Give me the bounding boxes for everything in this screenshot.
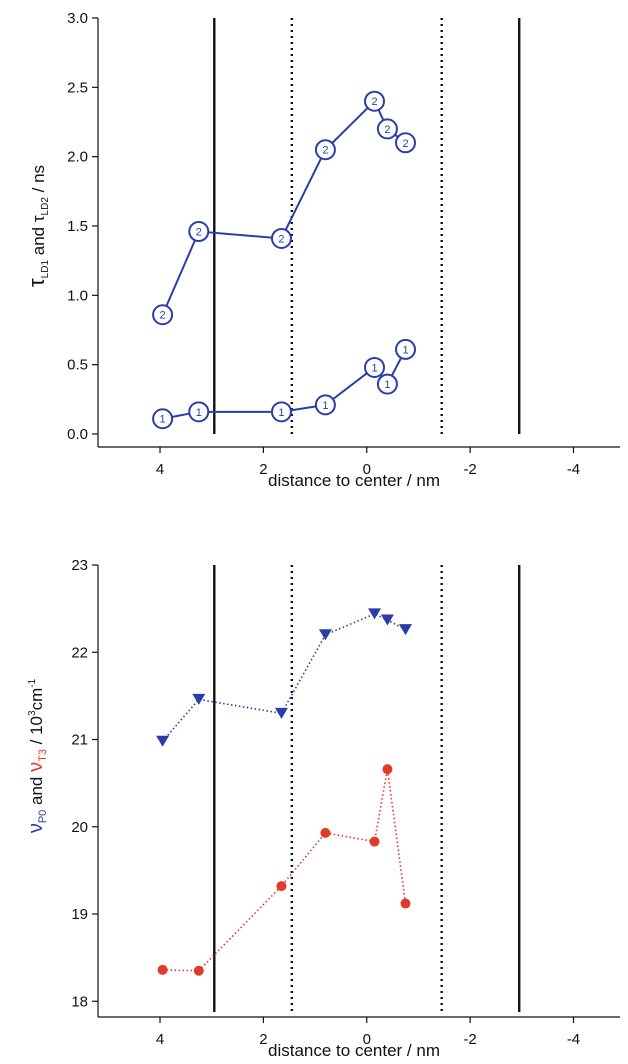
data-point-label: 1	[196, 407, 202, 419]
axes	[92, 17, 620, 453]
data-point-marker	[382, 764, 393, 775]
chart-lifetimes: 0.00.51.01.52.02.53.04 2 0 -2 -4 11 111112222…	[24, 10, 620, 490]
data-point-marker	[399, 624, 413, 636]
data-point-marker	[270, 401, 292, 423]
data-point-marker	[368, 608, 382, 620]
x-axis-title: distance to center / nm	[268, 471, 440, 490]
data-point-label: 1	[402, 344, 408, 356]
data-point-marker	[157, 964, 168, 975]
y-tick-label: 23	[71, 557, 88, 574]
data-point-label: 2	[160, 310, 166, 322]
y-tick-label: 22	[71, 644, 88, 661]
y-tick-label: 0.0	[67, 426, 88, 443]
data-point-marker	[314, 394, 336, 416]
series-line	[161, 612, 406, 742]
data-point-marker	[314, 139, 336, 161]
data-point-marker	[400, 898, 411, 909]
y-tick-label: 1.0	[67, 287, 88, 304]
data-point-label: 1	[322, 400, 328, 412]
x-tick-label: -4	[567, 461, 580, 478]
series-line	[161, 99, 407, 316]
data-point-label: 2	[278, 233, 284, 245]
data-point-label: 1	[278, 407, 284, 419]
x-tick-label: -2	[463, 461, 476, 478]
data-point-marker	[320, 827, 331, 838]
data-point-label: 2	[196, 227, 202, 239]
data-point-marker	[276, 881, 287, 892]
data-point-marker	[188, 401, 210, 423]
x-tick-label: 2	[259, 461, 267, 478]
y-axis-title: τLD1 and τLD2 / ns	[24, 165, 51, 287]
data-point-label: 1	[384, 379, 390, 391]
region-boundary-lines	[213, 565, 521, 1012]
data-point-marker	[152, 304, 174, 326]
data-point-label: 2	[322, 145, 328, 157]
data-point-marker	[376, 118, 398, 140]
x-tick-label: 0	[363, 1031, 371, 1048]
tick-labels: 0.0 0.5 1.0 1.5 2.0 2.5 3.0 4 2 0 -2 -4	[67, 10, 580, 478]
axes	[92, 564, 620, 1023]
y-tick-label: 20	[71, 819, 88, 836]
x-tick-label: 0	[363, 461, 371, 478]
y-tick-label: 21	[71, 732, 88, 749]
y-tick-label: 0.5	[67, 357, 88, 374]
data-point-marker	[395, 338, 417, 360]
data-point-marker	[188, 221, 210, 243]
data-point-label: 2	[371, 96, 377, 108]
x-tick-label: 4	[156, 1031, 164, 1048]
x-tick-label: 2	[259, 1031, 267, 1048]
data-series	[156, 608, 413, 976]
y-axis-title: νP0 and νT3 / 103cm-1	[25, 678, 49, 833]
y-tick-label: 1.5	[67, 218, 88, 235]
data-point-marker	[369, 836, 380, 847]
data-point-marker	[364, 356, 386, 378]
data-point-marker	[152, 408, 174, 430]
data-point-label: 2	[384, 124, 390, 136]
x-tick-label: -2	[463, 1031, 476, 1048]
x-tick-label: -4	[567, 1031, 580, 1048]
data-point-marker	[364, 90, 386, 112]
y-tick-label: 18	[71, 993, 88, 1010]
data-point-marker	[395, 132, 417, 154]
data-point-label: 1	[160, 414, 166, 426]
data-point-marker	[376, 373, 398, 395]
y-tick-label: 3.0	[67, 10, 88, 27]
data-point-label: 2	[402, 138, 408, 150]
data-point-marker	[270, 227, 292, 249]
y-tick-label: 2.0	[67, 149, 88, 166]
data-point-marker	[318, 629, 332, 641]
data-point-marker	[380, 614, 394, 626]
data-point-marker	[156, 735, 170, 747]
x-tick-label: 4	[156, 461, 164, 478]
data-point-marker	[274, 707, 288, 719]
y-tick-label: 19	[71, 906, 88, 923]
y-tick-label: 2.5	[67, 79, 88, 96]
data-point-label: 1	[371, 362, 377, 374]
x-axis-title: distance to center / nm	[268, 1041, 440, 1060]
data-point-marker	[192, 693, 206, 705]
region-boundary-lines	[213, 18, 521, 434]
series-line	[162, 769, 407, 972]
data-point-marker	[193, 965, 204, 976]
